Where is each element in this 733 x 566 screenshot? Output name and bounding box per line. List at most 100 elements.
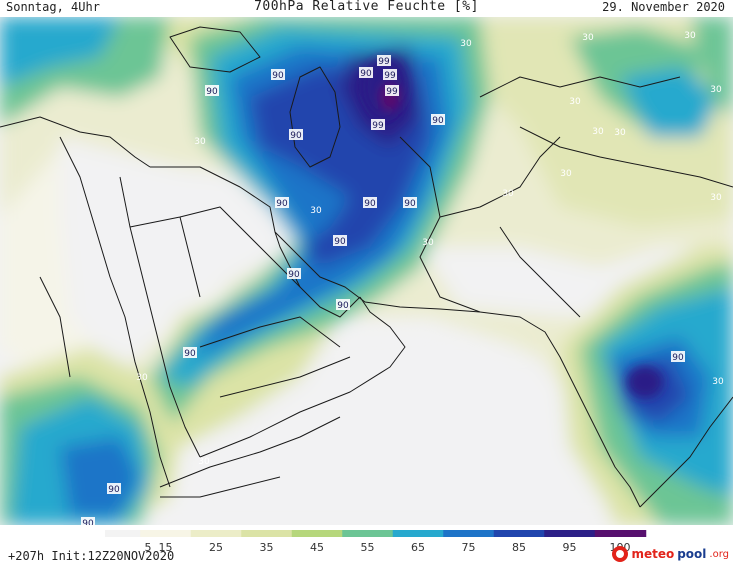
legend-swatch — [140, 530, 192, 537]
india-west-coast — [479, 311, 641, 508]
legend-swatch — [443, 530, 495, 537]
caspian-sea — [289, 66, 341, 168]
somalia-coast — [160, 476, 281, 498]
svg-text:30: 30 — [582, 33, 594, 43]
country-borders — [0, 26, 733, 508]
contour-label: 30 — [569, 97, 581, 107]
svg-text:30: 30 — [310, 206, 322, 216]
legend-tick-label: 45 — [310, 541, 324, 554]
contour-label: 30 — [502, 189, 514, 199]
color-legend: 5152535455565758595100 — [105, 530, 647, 554]
contour-label: 30 — [710, 193, 722, 203]
contour-label: 90 — [275, 197, 289, 209]
legend-swatch — [493, 530, 546, 537]
mediterranean-coast — [0, 116, 151, 168]
svg-text:90: 90 — [108, 485, 120, 495]
svg-text:90: 90 — [404, 199, 416, 209]
contour-label: 90 — [333, 235, 347, 247]
legend-tick-label: 75 — [462, 541, 476, 554]
contour-label: 90 — [431, 114, 445, 126]
brand-tld: .org — [709, 548, 729, 560]
contour-label: 90 — [107, 483, 121, 495]
legend-tick-label: 85 — [512, 541, 526, 554]
land-border-6 — [439, 136, 561, 218]
contour-label: 30 — [582, 33, 594, 43]
svg-text:30: 30 — [712, 377, 724, 387]
land-border-8 — [499, 226, 581, 318]
contour-label: 30 — [710, 85, 722, 95]
contour-label: 30 — [422, 238, 434, 248]
contour-label: 30 — [460, 39, 472, 49]
meteopool-logo-icon — [612, 546, 629, 562]
contour-label: 99 — [385, 85, 399, 97]
contour-label: 30 — [310, 206, 322, 216]
svg-text:30: 30 — [136, 373, 148, 383]
land-border-10 — [39, 276, 71, 378]
contour-label: 90 — [205, 85, 219, 97]
land-border-4 — [219, 356, 351, 398]
contour-label: 90 — [271, 69, 285, 81]
svg-text:30: 30 — [592, 127, 604, 137]
legend-swatch — [105, 530, 157, 537]
land-border-7 — [479, 76, 681, 98]
land-border-2 — [129, 206, 301, 288]
legend-ticks: 5152535455565758595100 — [145, 541, 631, 554]
svg-text:90: 90 — [184, 349, 196, 359]
land-border-9 — [519, 126, 733, 188]
svg-text:30: 30 — [422, 238, 434, 248]
contour-label: 90 — [287, 268, 301, 280]
contour-label: 30 — [614, 128, 626, 138]
svg-text:90: 90 — [364, 199, 376, 209]
svg-text:90: 90 — [337, 301, 349, 311]
contour-label: 90 — [289, 129, 303, 141]
svg-text:90: 90 — [290, 131, 302, 141]
contour-label: 90 — [671, 351, 685, 363]
contour-label: 30 — [560, 169, 572, 179]
contour-label: 30 — [712, 377, 724, 387]
model-run-info: +207h Init:12Z20NOV2020 — [8, 549, 175, 563]
svg-text:30: 30 — [560, 169, 572, 179]
contour-label: 90 — [183, 347, 197, 359]
contour-label: 30 — [136, 373, 148, 383]
svg-text:90: 90 — [82, 519, 94, 525]
land-border-11 — [179, 216, 201, 298]
brand-logo[interactable]: meteo pool .org — [612, 543, 729, 565]
gulf-of-aden-coast — [159, 416, 341, 488]
svg-text:90: 90 — [288, 270, 300, 280]
red-sea-coast-east — [119, 176, 201, 458]
svg-text:30: 30 — [569, 97, 581, 107]
map-title: 700hPa Relative Feuchte [%] — [254, 0, 479, 14]
legend-swatch — [342, 530, 394, 537]
legend-swatch — [392, 530, 445, 537]
svg-text:90: 90 — [272, 71, 284, 81]
contour-label: 30 — [198, 457, 210, 467]
contour-label: 90 — [336, 299, 350, 311]
legend-tick-label: 5 — [145, 541, 152, 554]
svg-text:90: 90 — [432, 116, 444, 126]
svg-text:30: 30 — [194, 137, 206, 147]
legend-arrow-icon — [620, 530, 630, 537]
svg-text:30: 30 — [614, 128, 626, 138]
svg-text:90: 90 — [360, 69, 372, 79]
legend-tick-label: 65 — [411, 541, 425, 554]
humidity-map: 90 90 90 90 99 99 99 99 90 90 90 90 90 9… — [0, 17, 733, 525]
red-sea-coast-west — [59, 136, 171, 488]
brand-name-part2: pool — [677, 547, 707, 561]
contour-label: 90 — [81, 517, 95, 525]
svg-text:30: 30 — [710, 85, 722, 95]
contour-label: 30 — [592, 127, 604, 137]
svg-text:99: 99 — [372, 121, 384, 131]
svg-text:90: 90 — [334, 237, 346, 247]
india-east-coast — [639, 396, 733, 508]
brand-name-part1: meteo — [631, 547, 675, 561]
svg-text:30: 30 — [198, 457, 210, 467]
svg-text:30: 30 — [502, 189, 514, 199]
legend-swatches — [105, 530, 647, 537]
iran-coast — [274, 231, 481, 313]
valid-time-label: Sonntag, 4Uhr — [6, 0, 100, 14]
legend-tick-label: 15 — [159, 541, 173, 554]
svg-text:30: 30 — [710, 193, 722, 203]
legend-tick-label: 95 — [563, 541, 577, 554]
contour-labels: 90 90 90 90 99 99 99 99 90 90 90 90 90 9… — [81, 31, 724, 525]
contour-label: 99 — [383, 69, 397, 81]
